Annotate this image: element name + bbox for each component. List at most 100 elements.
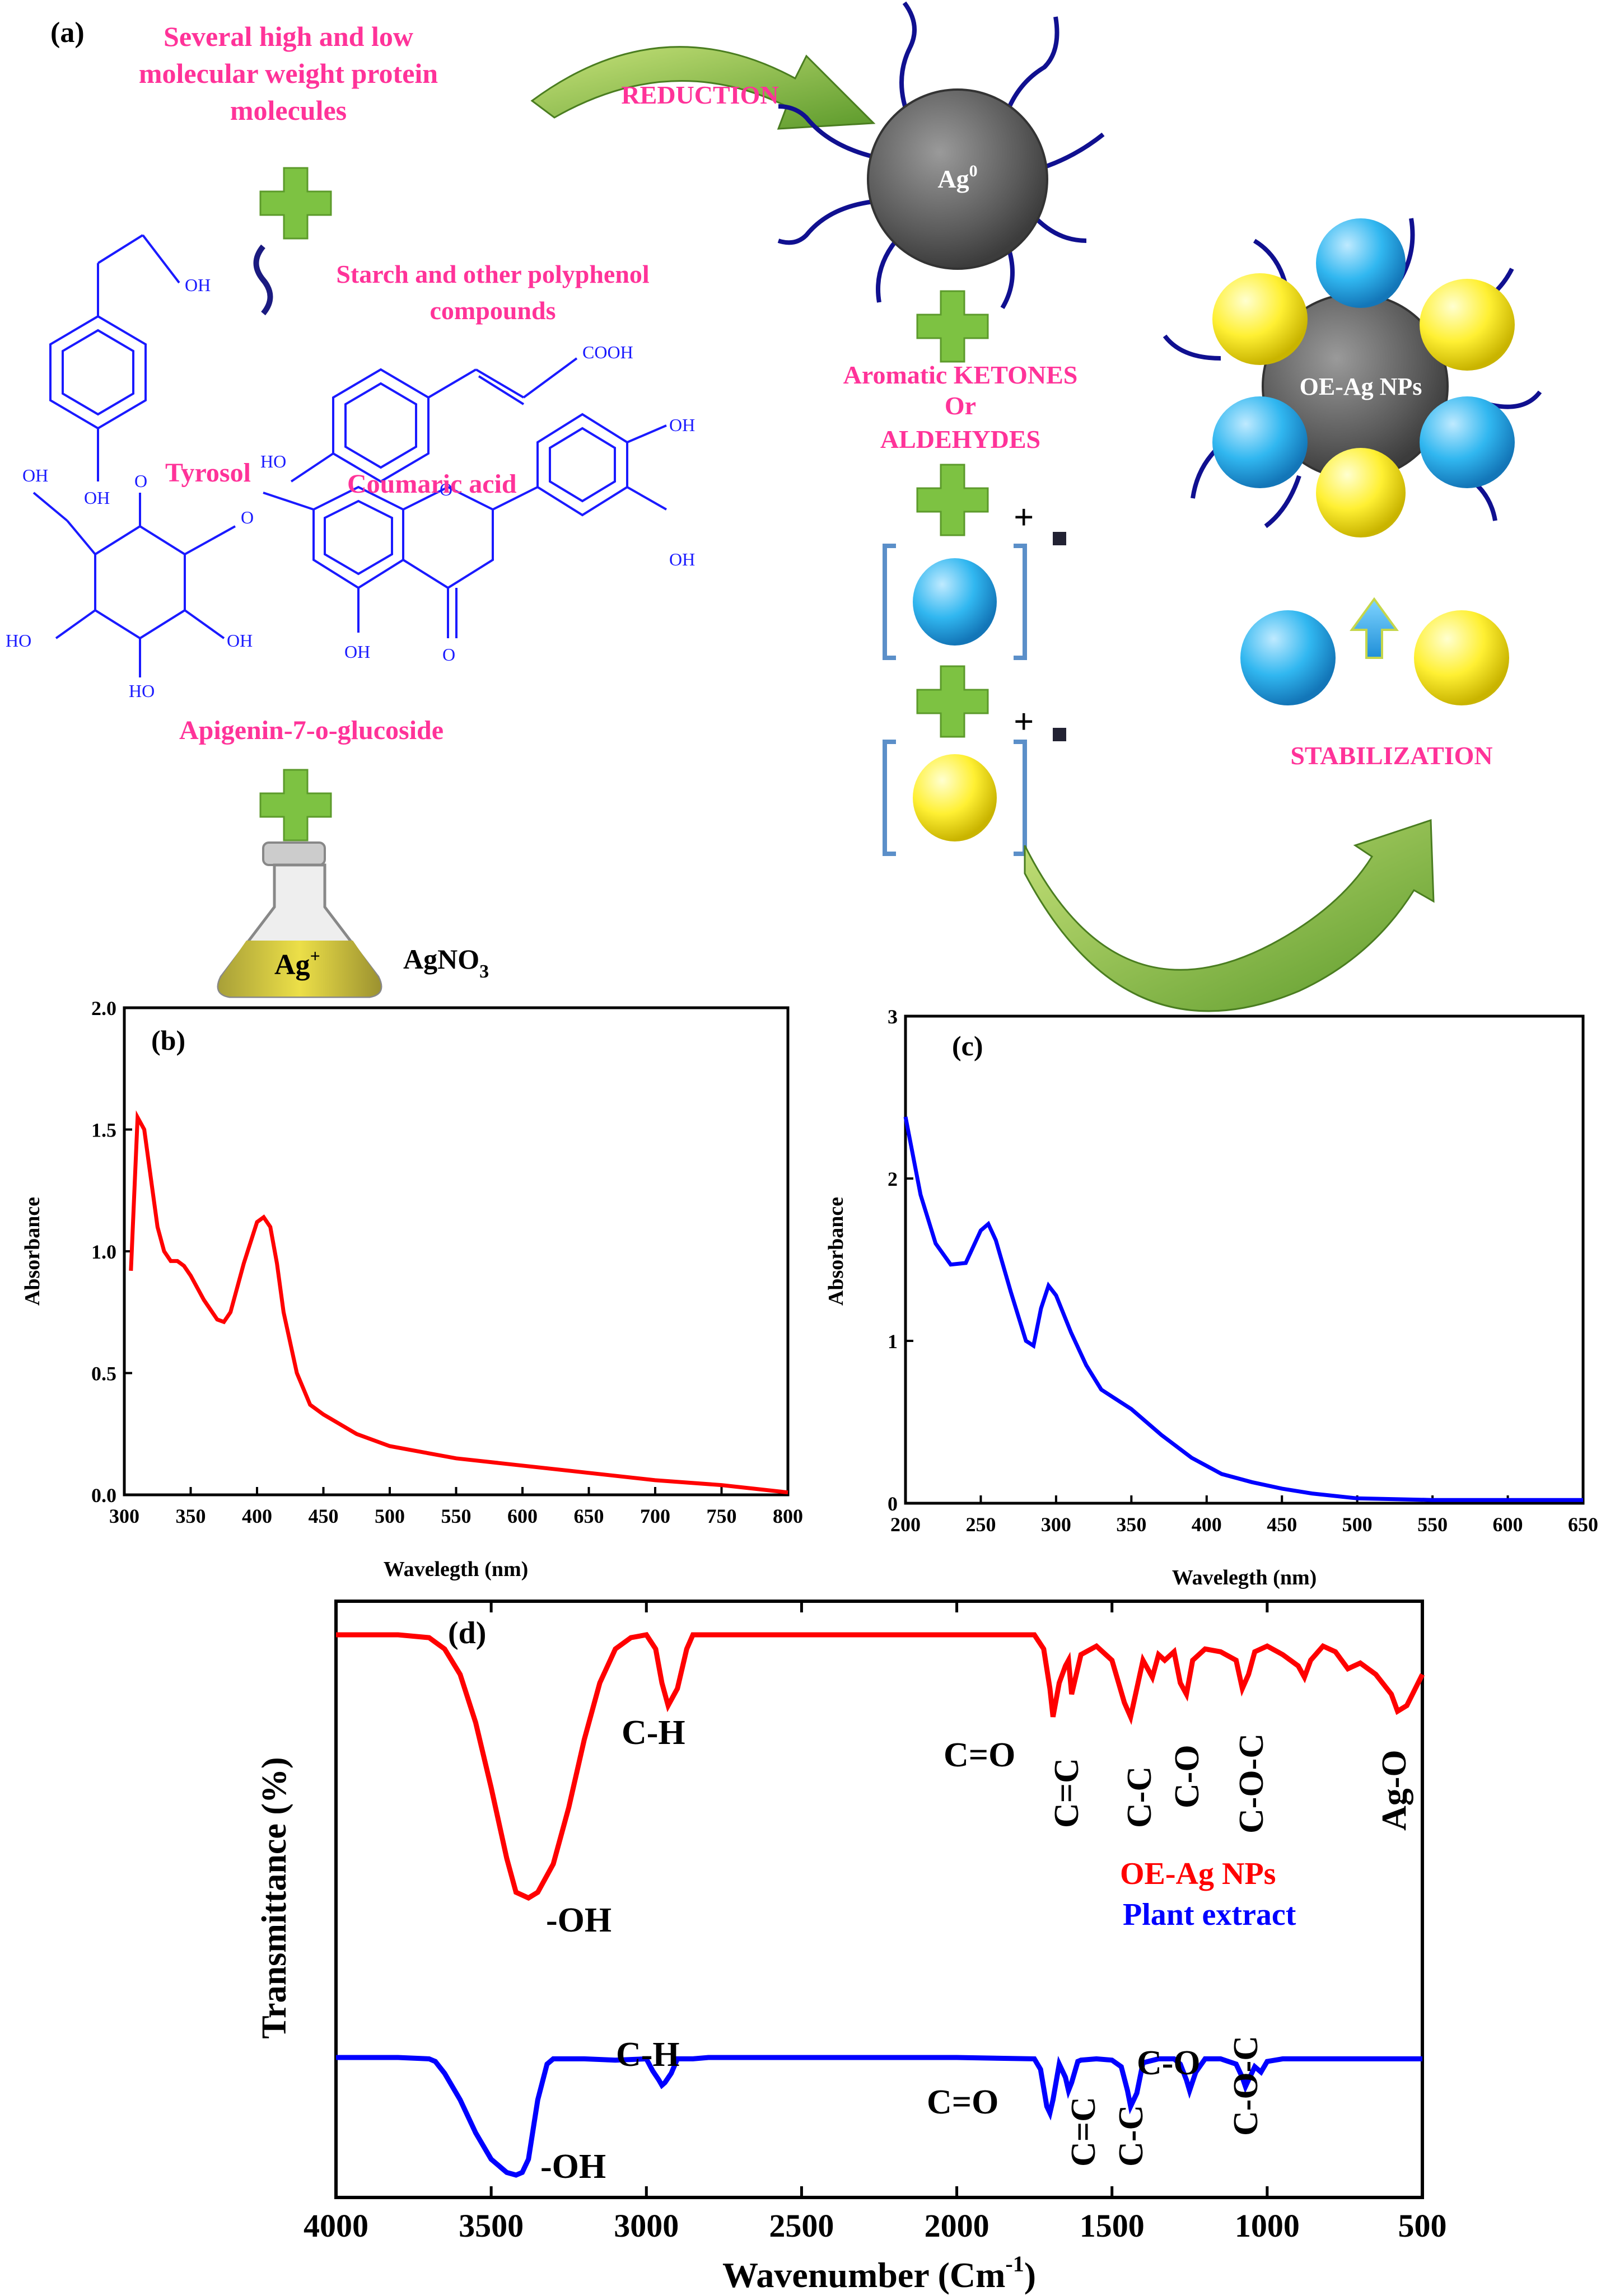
starch-line-1: Starch and other polyphenol xyxy=(336,260,649,288)
series-line-oe-ag xyxy=(336,1632,1425,1901)
peak-label: C-H xyxy=(622,1714,685,1752)
x-tick-label: 500 xyxy=(375,1505,405,1527)
peak-annotations-blue: -OH C-H C=O C=C C-C C-O C-O-C xyxy=(540,2036,1265,2186)
protein-line-2: molecular weight protein xyxy=(139,58,438,89)
x-tick-label: 800 xyxy=(773,1505,803,1527)
x-tick-label: 650 xyxy=(574,1505,604,1527)
x-axis-label: Wavelegth (nm) xyxy=(384,1558,529,1581)
peak-label: C-O-C xyxy=(1227,2036,1265,2136)
flask-icon: Ag+ xyxy=(217,841,382,998)
svg-text:Wavenumber (Cm-1): Wavenumber (Cm-1) xyxy=(722,2251,1036,2295)
protein-line-1: Several high and low xyxy=(164,21,413,52)
peak-label: -OH xyxy=(546,1901,612,1939)
plot-frame xyxy=(334,1600,1424,2199)
tyrosol-label: Tyrosol xyxy=(165,458,251,488)
reduction-label: REDUCTION xyxy=(621,81,778,109)
x-tick-label: 700 xyxy=(640,1505,670,1527)
x-tick-label: 1500 xyxy=(1080,2208,1145,2244)
x-tick-label: 250 xyxy=(965,1513,996,1536)
yellow-moiety-icon: + xyxy=(883,702,1066,856)
peak-annotations-red: -OH C-H C=O C=C C-C C-O C-O-C Ag-O xyxy=(546,1714,1413,1939)
x-tick-label: 4000 xyxy=(304,2208,368,2244)
chem-label: HO xyxy=(6,630,31,651)
panel-d-label: (d) xyxy=(448,1616,486,1650)
chem-label: OH xyxy=(84,488,110,508)
plot-frame xyxy=(904,1014,1585,1505)
starch-line-2: compounds xyxy=(430,296,556,325)
y-tick-label: 2 xyxy=(888,1168,898,1190)
ag0-label: Ag xyxy=(937,165,969,193)
plus-sign: + xyxy=(1014,702,1034,741)
protein-text: Several high and low molecular weight pr… xyxy=(139,21,438,126)
plus-icon xyxy=(916,290,989,363)
x-tick-label: 500 xyxy=(1398,2208,1447,2244)
peak-label: C-O xyxy=(1137,2044,1201,2082)
plus-icon xyxy=(916,665,989,738)
peak-label: C-O xyxy=(1168,1745,1206,1808)
x-tick-label: 500 xyxy=(1342,1513,1373,1536)
compound-names: Tyrosol Coumaric acid Apigenin-7-o-gluco… xyxy=(165,458,517,745)
svg-text:Ag0: Ag0 xyxy=(937,162,977,193)
x-tick-label: 400 xyxy=(1192,1513,1222,1536)
x-tick-label: 450 xyxy=(1267,1513,1297,1536)
tyrosol-structure-icon xyxy=(49,234,180,481)
panel-c-label: (c) xyxy=(952,1030,983,1062)
ketones-line-2: Or xyxy=(945,391,976,420)
plus-icons xyxy=(259,167,989,841)
y-tick-label: 1.5 xyxy=(91,1119,116,1142)
chem-label: OH xyxy=(227,630,253,651)
chem-label: OH xyxy=(669,415,695,435)
ketones-text: Aromatic KETONES Or ALDEHYDES xyxy=(843,361,1078,453)
chem-label: OH xyxy=(669,549,695,569)
stabilization-arrow-icon xyxy=(1024,819,1435,1012)
y-tick-label: 1 xyxy=(888,1330,898,1353)
up-arrow-icon xyxy=(1350,597,1399,659)
brace-icon xyxy=(253,244,273,316)
series-line-plant-extract xyxy=(336,2055,1422,2178)
x-tick-label: 600 xyxy=(507,1505,538,1527)
svg-text:Ag+: Ag+ xyxy=(274,946,320,981)
chem-label: OH xyxy=(185,275,211,295)
y-tick-label: 1.0 xyxy=(91,1241,116,1263)
cyan-sphere-icon xyxy=(1240,610,1336,705)
chem-label: O xyxy=(134,471,147,491)
x-axis-label: Wavelegth (nm) xyxy=(1172,1566,1317,1589)
x-tick-label: 2500 xyxy=(769,2208,834,2244)
plus-icon xyxy=(259,769,332,841)
chem-label: O xyxy=(442,644,455,665)
panel-d-ftir-chart: (d) 4000 3500 3000 2500 2000 1500 1000 500 -OH … xyxy=(255,1600,1447,2295)
protein-line-3: molecules xyxy=(230,95,347,126)
y-tick-label: 0.5 xyxy=(91,1363,116,1385)
peak-label: C=C xyxy=(1048,1758,1086,1828)
x-tick-label: 3000 xyxy=(614,2208,679,2244)
chem-label: COOH xyxy=(582,342,633,362)
yellow-sphere-icon xyxy=(1414,610,1509,705)
y-axis-label: Transmittance (%) xyxy=(255,1757,293,2038)
dot-icon xyxy=(1053,728,1066,741)
peak-label: C=C xyxy=(1065,2097,1103,2167)
legend-oe-ag: OE-Ag NPs xyxy=(1120,1857,1276,1891)
y-axis-label: Absorbance xyxy=(824,1197,848,1306)
apigenin-label: Apigenin-7-o-glucoside xyxy=(179,716,444,745)
x-axis-label-end: ) xyxy=(1024,2255,1036,2295)
ketones-line-3: ALDEHYDES xyxy=(880,425,1040,453)
x-tick-label: 350 xyxy=(176,1505,206,1527)
axis-ticks: 4000 3500 3000 2500 2000 1500 1000 500 xyxy=(304,1601,1447,2244)
plus-sign: + xyxy=(1014,497,1034,537)
ketones-line-1: Aromatic KETONES xyxy=(843,361,1078,389)
x-tick-label: 2000 xyxy=(925,2208,989,2244)
x-axis-label-sup: -1 xyxy=(1005,2251,1024,2276)
peak-label: C=O xyxy=(927,2083,998,2121)
chem-label: HO xyxy=(260,451,286,471)
svg-text:AgNO3: AgNO3 xyxy=(403,943,489,982)
peak-label: -OH xyxy=(540,2148,606,2186)
y-tick-label: 2.0 xyxy=(91,997,116,1020)
x-tick-label: 300 xyxy=(109,1505,139,1527)
ag-plus-label: Ag xyxy=(274,949,310,981)
legend-plant-extract: Plant extract xyxy=(1123,1897,1296,1932)
x-tick-label: 750 xyxy=(707,1505,737,1527)
panel-a-scheme: (a) Several high and low molecular weigh… xyxy=(6,1,1542,1012)
panel-b-uv-vis-chart: (b) 300 350 400 450 500 550 600 650 700 750 800 0.0… xyxy=(21,997,803,1581)
apigenin-glucoside-structure-icon xyxy=(32,413,667,677)
y-axis-label: Absorbance xyxy=(21,1197,44,1306)
